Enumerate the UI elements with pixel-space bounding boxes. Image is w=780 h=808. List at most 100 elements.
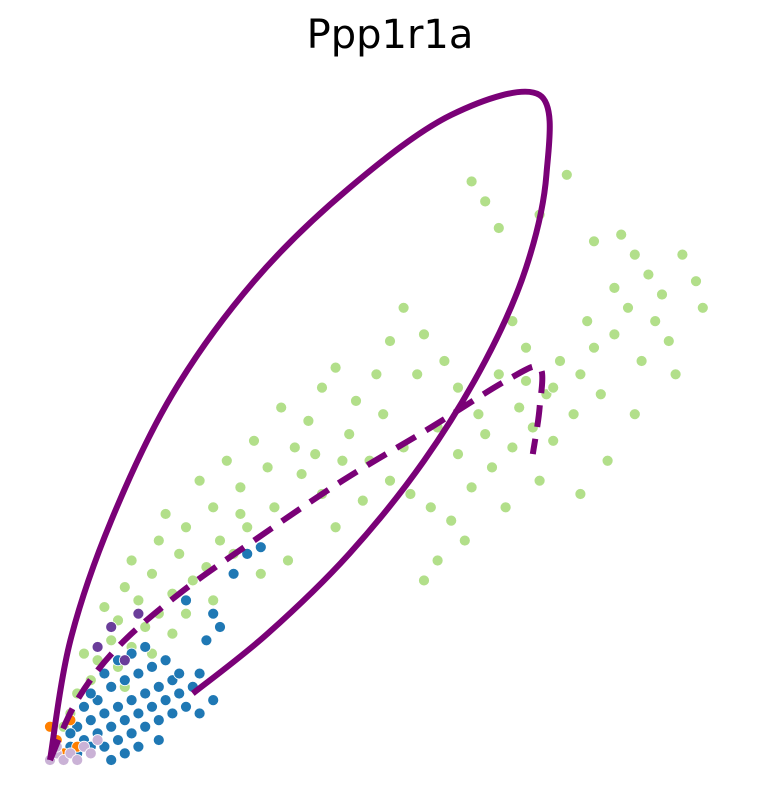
scatter-point: [84, 687, 97, 700]
scatter-point: [370, 368, 383, 381]
scatter-point: [588, 341, 600, 354]
scatter-point: [309, 448, 322, 461]
scatter-point: [98, 601, 111, 613]
scatter-point: [418, 328, 430, 341]
scatter-point: [105, 634, 118, 647]
scatter-point: [91, 641, 104, 653]
scatter-point: [662, 335, 675, 347]
scatter-point: [520, 375, 532, 387]
scatter-point: [193, 707, 206, 720]
scatter-point: [125, 727, 138, 740]
scatter-point: [696, 301, 709, 314]
scatter-point: [207, 607, 220, 620]
scatter-point: [200, 634, 213, 647]
scatter-point: [560, 168, 573, 181]
scatter-point: [594, 388, 607, 401]
scatter-point: [118, 674, 131, 687]
scatter-point: [479, 428, 492, 441]
scatter-point: [91, 734, 104, 746]
scatter-point: [152, 680, 165, 693]
scatter-point: [125, 694, 138, 707]
scatter-point: [105, 680, 118, 693]
scatter-point: [377, 408, 390, 421]
scatter-point: [547, 434, 560, 447]
scatter-point: [166, 707, 179, 720]
scatter-point: [384, 474, 396, 487]
scatter-point: [628, 248, 641, 261]
scatter-point: [275, 401, 288, 414]
scatter-point: [234, 508, 247, 520]
scatter-point: [384, 335, 396, 347]
scatter-point: [608, 281, 621, 294]
scatter-point: [690, 275, 702, 288]
scatter-point: [608, 328, 621, 341]
scatter-point: [588, 235, 600, 248]
scatter-point: [152, 734, 165, 746]
solid-curve: [47, 88, 553, 761]
scatter-point: [356, 494, 369, 507]
scatter-point: [472, 408, 485, 421]
scatter-point: [71, 754, 84, 766]
scatter-point: [635, 355, 648, 367]
scatter-point: [139, 621, 152, 633]
scatter-point: [180, 521, 192, 534]
scatter-point: [282, 554, 294, 567]
scatter-point: [207, 501, 220, 514]
scatter-point: [601, 454, 614, 467]
scatter-point: [146, 700, 158, 713]
scatter-point: [159, 508, 172, 520]
scatter-point: [350, 394, 362, 407]
scatter-point: [404, 488, 417, 500]
scatter-point: [669, 368, 682, 381]
scatter-point: [139, 720, 152, 733]
scatter-point: [581, 315, 594, 328]
scatter-point: [567, 408, 580, 421]
scatter-point: [547, 381, 560, 394]
scatter-point: [574, 368, 587, 381]
scatter-point: [499, 501, 512, 514]
scatter-point: [193, 667, 206, 680]
scatter-point: [193, 474, 206, 487]
scatter-point: [452, 381, 464, 394]
chart-title: Ppp1r1a: [306, 12, 474, 58]
scatter-point: [227, 567, 240, 580]
scatter-point: [554, 355, 566, 367]
scatter-point: [132, 707, 145, 720]
points-layer: [44, 168, 709, 766]
scatter-point: [112, 700, 124, 713]
scatter-point: [78, 647, 90, 660]
scatter-point: [118, 581, 131, 593]
scatter-point: [492, 222, 505, 234]
scatter-point: [118, 654, 131, 667]
scatter-point: [642, 268, 655, 281]
scatter-point: [78, 700, 90, 713]
scatter-point: [329, 521, 342, 534]
scatter-point: [316, 381, 328, 394]
scatter-point: [615, 228, 628, 241]
scatter-point: [173, 687, 186, 700]
scatter-point: [520, 341, 532, 354]
scatter-point: [492, 368, 505, 381]
curves-layer: [47, 88, 553, 762]
scatter-point: [207, 694, 220, 707]
scatter-point: [465, 175, 478, 188]
scatter-point: [139, 641, 152, 653]
scatter-point: [254, 541, 267, 554]
scatter-point: [64, 727, 77, 740]
scatter-point: [628, 408, 641, 421]
scatter-point: [84, 747, 97, 760]
scatter-point: [649, 315, 662, 328]
scatter-point: [302, 414, 315, 427]
scatter-point: [180, 700, 192, 713]
scatter-point: [533, 474, 546, 487]
scatter-point: [166, 627, 179, 640]
scatter-point: [207, 594, 220, 607]
scatter-point: [132, 607, 145, 620]
scatter-point: [214, 534, 226, 547]
scatter-point: [486, 461, 498, 474]
scatter-point: [445, 514, 458, 527]
scatter-point: [418, 574, 430, 587]
scatter-point: [438, 355, 451, 367]
scatter-point: [622, 301, 634, 314]
scatter-point: [241, 521, 254, 534]
